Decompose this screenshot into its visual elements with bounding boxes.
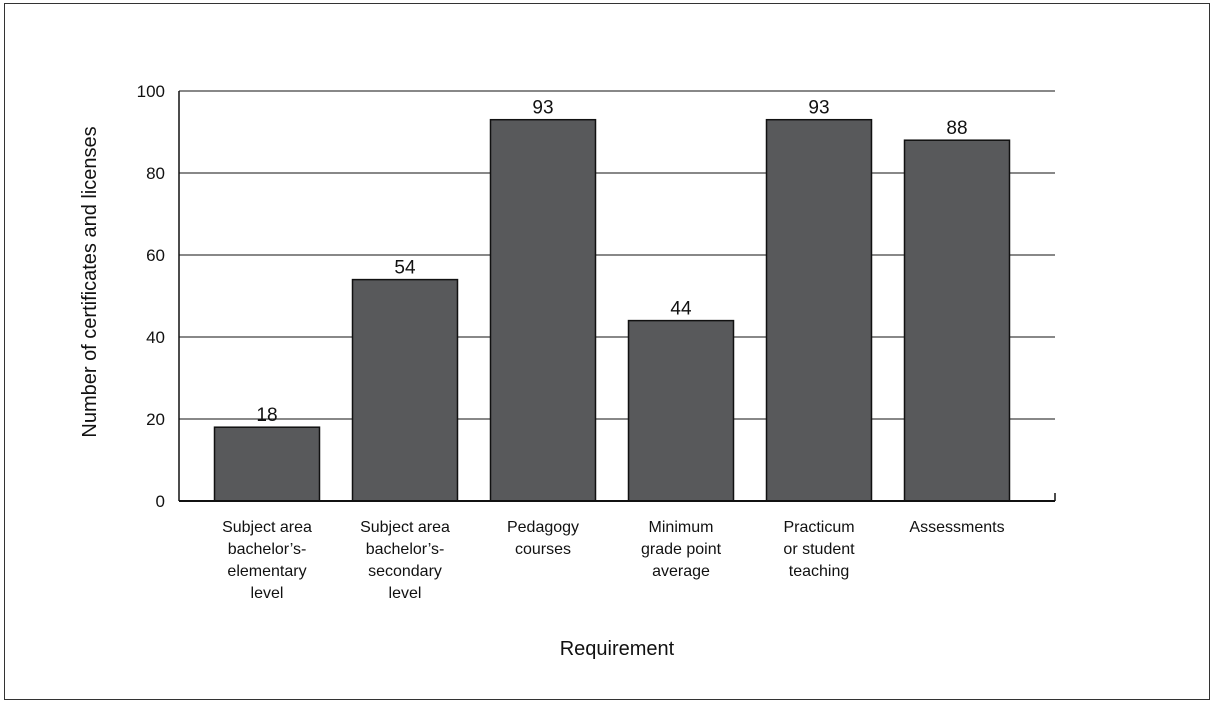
bar <box>903 139 1011 502</box>
data-labels: 18 54 93 44 93 88 <box>256 98 967 427</box>
category-label: Assessments <box>909 519 1004 536</box>
bar <box>489 118 597 502</box>
category-labels: Subject area bachelor’s-elementary level Su… <box>222 519 1004 602</box>
category-label: Pedagogy courses <box>507 519 579 558</box>
category-label: Minimum grade point average <box>641 519 722 580</box>
y-tick-label: 80 <box>146 164 165 183</box>
data-label: 44 <box>670 299 692 320</box>
bars <box>213 118 1011 502</box>
category-label: Subject area bachelor’s-elementary level <box>222 519 312 602</box>
axes <box>178 91 1056 502</box>
data-label: 54 <box>394 258 416 279</box>
data-label: 88 <box>946 118 967 139</box>
data-label: 18 <box>256 405 277 426</box>
y-tick-label: 60 <box>146 246 165 265</box>
bar <box>213 426 321 502</box>
bar <box>765 118 873 502</box>
y-tick-label: 40 <box>146 328 165 347</box>
bar <box>627 319 735 502</box>
y-axis-title: Number of certificates and licenses <box>79 126 101 437</box>
y-tick-label: 100 <box>137 82 165 101</box>
x-axis-title: Requirement <box>560 638 675 660</box>
y-tick-label: 20 <box>146 410 165 429</box>
category-label: Practicum or student teaching <box>783 519 855 580</box>
bar <box>351 278 459 502</box>
data-label: 93 <box>532 98 553 119</box>
category-label: Subject area bachelor’s-secondary level <box>360 519 450 602</box>
y-tick-label: 0 <box>156 492 165 511</box>
y-tick-labels: 0 20 40 60 80 100 <box>137 82 165 511</box>
data-label: 93 <box>808 98 829 119</box>
